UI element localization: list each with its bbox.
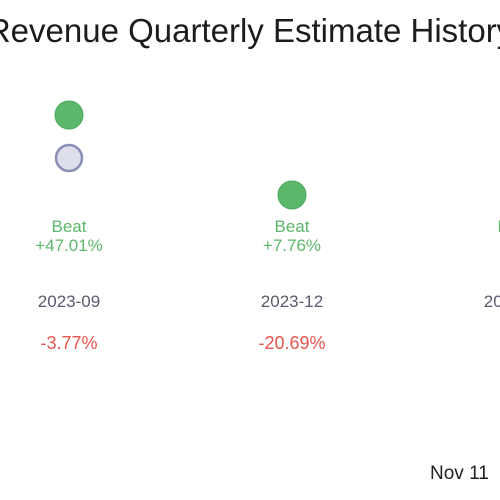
actual-point-2023-09 (54, 100, 84, 130)
result-label-2023-12: Beat (275, 217, 310, 236)
result-label-2024-03: Beat (498, 217, 500, 236)
change-label-2023-12: -20.69% (258, 333, 325, 353)
change-label-2023-09: -3.77% (40, 333, 97, 353)
period-label-2024-03: 2024-03 (484, 292, 500, 311)
surprise-label-2023-09: +47.01% (35, 236, 103, 255)
result-label-2023-09: Beat (52, 217, 87, 236)
chart-title: Revenue Quarterly Estimate History (0, 12, 500, 49)
surprise-label-2023-12: +7.76% (263, 236, 321, 255)
estimate-point-2023-09 (54, 143, 84, 173)
actual-point-2023-12 (277, 180, 307, 210)
footer-date: Nov 11 (430, 463, 489, 484)
period-label-2023-09: 2023-09 (38, 292, 100, 311)
period-label-2023-12: 2023-12 (261, 292, 323, 311)
